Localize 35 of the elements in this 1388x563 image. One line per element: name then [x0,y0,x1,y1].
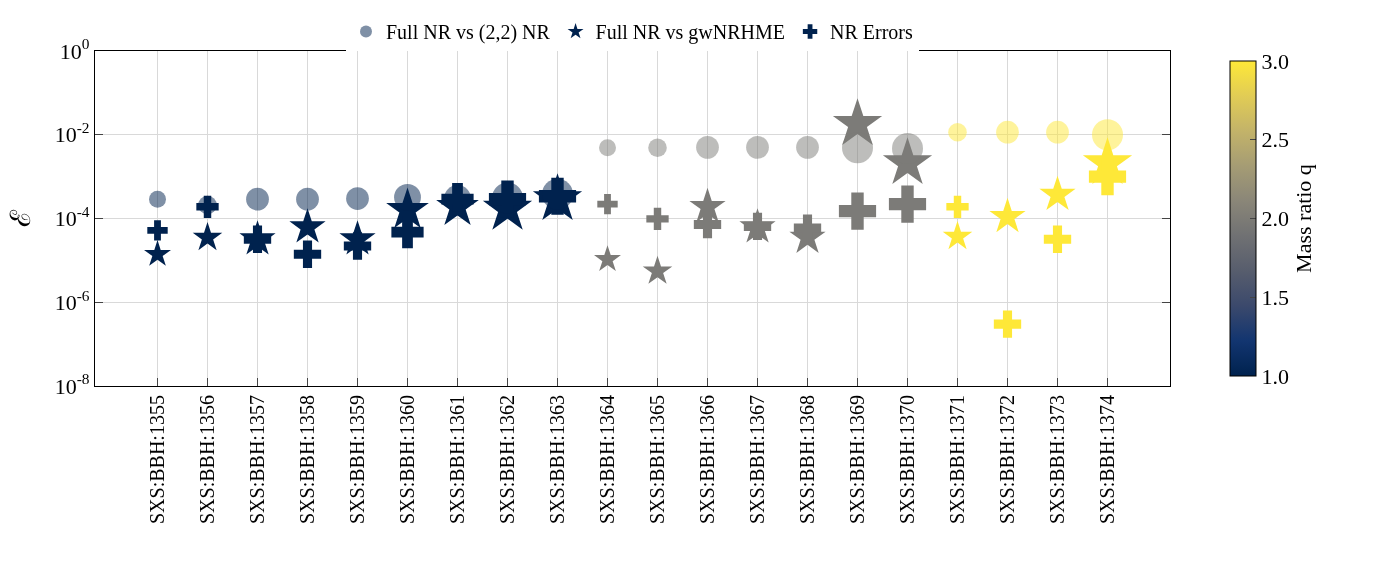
color-bar-title: Mass ratio q [1290,164,1316,273]
x-tick-label: SXS:BBH:1365 [646,395,668,525]
x-tick-label: SXS:BBH:1363 [546,395,568,525]
legend-label: Full NR vs gwNRHME [595,21,786,45]
x-tick-label: SXS:BBH:1362 [496,395,518,525]
x-tick-label: SXS:BBH:1359 [346,395,368,525]
y-tick-label: 10$^{-6}$ [54,286,90,315]
color-bar-label: 2.0 [1261,206,1289,232]
legend-label: NR Errors [830,21,914,44]
x-tick-label: SXS:BBH:1366 [696,395,718,525]
x-tick-label: SXS:BBH:1370 [896,395,918,525]
x-tick-label: SXS:BBH:1372 [996,395,1018,525]
x-tick-label: SXS:BBH:1358 [296,395,318,525]
x-tick-label: SXS:BBH:1355 [146,395,168,525]
x-tick-label: SXS:BBH:1369 [846,395,868,525]
x-tick-label: SXS:BBH:1360 [396,395,418,525]
color-bar-label: 1.5 [1261,284,1289,310]
y-axis-title: ℰ [5,209,37,227]
x-tick-label: SXS:BBH:1371 [946,395,968,525]
x-tick-label: SXS:BBH:1374 [1096,395,1118,525]
y-tick-label: 10$^{-4}$ [54,202,90,232]
x-tick-label: SXS:BBH:1368 [796,395,818,525]
x-tick-label: SXS:BBH:1357 [246,395,268,525]
color-bar-label: 3.0 [1261,48,1289,74]
legend-label: Full NR vs (2,2) NR [386,21,551,45]
x-tick-label: SXS:BBH:1364 [596,395,618,525]
y-tick-label: 10$^{0}$ [59,35,90,64]
y-tick-label: 10$^{-8}$ [54,370,90,399]
x-tick-label: SXS:BBH:1367 [746,395,768,525]
x-tick-label: SXS:BBH:1361 [446,395,468,525]
y-tick-label: 10$^{-2}$ [54,119,90,148]
color-bar-label: 2.5 [1261,127,1289,153]
x-tick-label: SXS:BBH:1373 [1046,395,1068,525]
color-bar-label: 1.0 [1261,363,1289,389]
x-tick-label: SXS:BBH:1356 [196,395,218,525]
